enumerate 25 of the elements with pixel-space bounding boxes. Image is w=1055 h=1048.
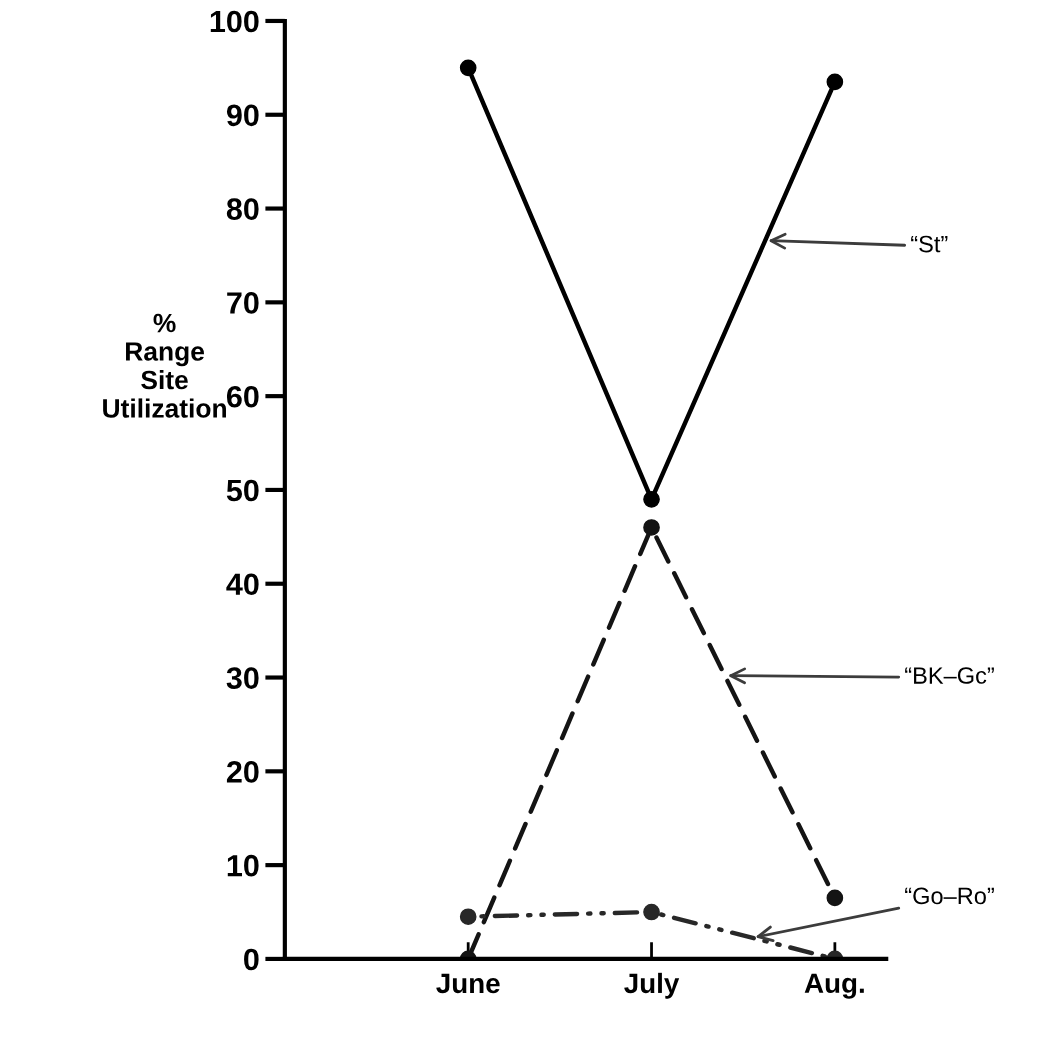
point	[459, 59, 477, 77]
x-tick-label: Aug.	[804, 973, 864, 999]
point	[643, 903, 660, 921]
y-tick-label: 60	[226, 385, 259, 408]
y-tick-label: 40	[226, 573, 259, 596]
point	[459, 908, 477, 926]
point	[826, 889, 844, 907]
x-tick-label: June	[436, 973, 500, 994]
y-tick-label: 50	[226, 479, 259, 502]
y-tick-label: 80	[226, 198, 259, 220]
text: “St”	[911, 235, 948, 253]
text: “BK–Gc”	[905, 667, 994, 684]
x-tick-label: July	[624, 972, 680, 999]
y-axis-title: % Range Site Utilization	[103, 313, 226, 418]
point	[643, 490, 660, 508]
y-tick-label: 30	[226, 667, 259, 689]
y-tick-label: 10	[227, 854, 259, 877]
y-tick-label: 70	[227, 292, 259, 314]
text: “Go–Ro”	[905, 887, 994, 905]
point	[643, 519, 660, 536]
y-tick-label: 20	[226, 761, 259, 783]
y-tick-label: 90	[226, 104, 259, 127]
y-tick-label: 0	[244, 948, 259, 971]
y-tick-label: 100	[210, 10, 259, 33]
point	[826, 73, 844, 91]
